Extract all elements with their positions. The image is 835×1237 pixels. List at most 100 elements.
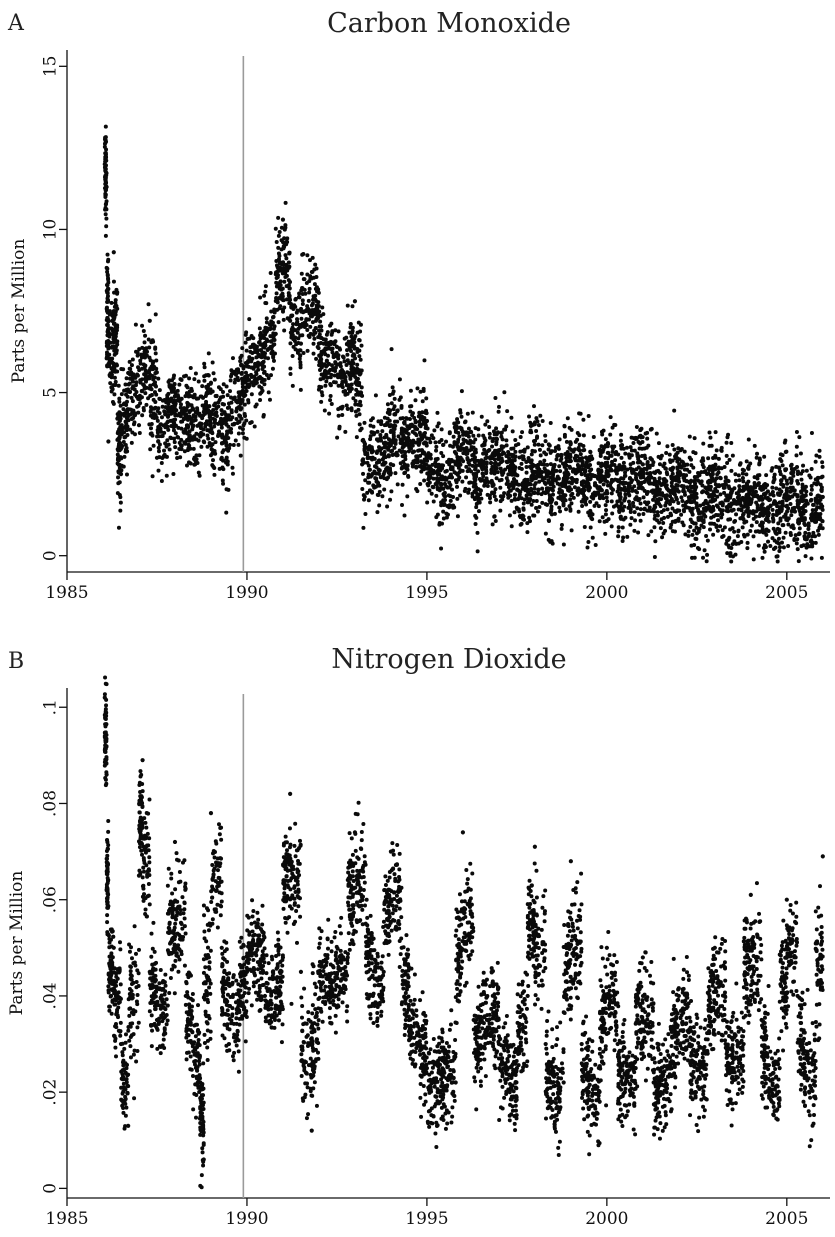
- data-point: [392, 396, 397, 401]
- data-point: [212, 448, 217, 453]
- data-point: [112, 365, 117, 370]
- data-point: [788, 485, 793, 490]
- data-point: [795, 537, 800, 542]
- data-point: [778, 452, 783, 457]
- data-point: [689, 478, 694, 483]
- data-point: [315, 289, 320, 294]
- data-point: [169, 411, 174, 416]
- data-point: [220, 458, 225, 463]
- data-point: [576, 491, 581, 496]
- data-point: [362, 497, 367, 502]
- data-point: [755, 476, 760, 481]
- data-point: [367, 444, 372, 449]
- data-point: [387, 410, 392, 415]
- data-point: [525, 445, 530, 450]
- data-point: [548, 421, 553, 426]
- data-point: [121, 440, 126, 445]
- data-point: [186, 460, 191, 465]
- data-point: [547, 443, 552, 448]
- data-point: [394, 453, 399, 458]
- data-point: [425, 426, 430, 431]
- data-point: [184, 407, 189, 412]
- data-point: [748, 528, 753, 533]
- data-point: [106, 361, 111, 366]
- data-point: [719, 445, 724, 450]
- data-point: [242, 402, 247, 407]
- data-point: [307, 308, 312, 313]
- data-point: [537, 447, 542, 452]
- data-point: [300, 302, 305, 307]
- data-point: [535, 509, 540, 514]
- data-point: [536, 442, 541, 447]
- data-point: [719, 508, 724, 513]
- data-point: [590, 535, 595, 540]
- data-point: [281, 317, 286, 322]
- data-point: [682, 467, 687, 472]
- data-point: [778, 472, 783, 477]
- data-point: [319, 399, 324, 404]
- data-point: [760, 520, 765, 525]
- data-point: [642, 453, 647, 458]
- data-point: [751, 516, 756, 521]
- data-point: [274, 271, 279, 276]
- data-point: [623, 470, 628, 475]
- data-point: [344, 403, 349, 408]
- data-point: [271, 358, 276, 363]
- data-point: [619, 455, 624, 460]
- data-point: [778, 508, 783, 513]
- data-point: [766, 539, 771, 544]
- data-point: [563, 498, 568, 503]
- data-point: [676, 500, 681, 505]
- data-point: [229, 410, 234, 415]
- data-point: [715, 528, 720, 533]
- data-point: [676, 518, 681, 523]
- data-point: [119, 445, 124, 450]
- data-point: [593, 542, 598, 547]
- data-point: [602, 519, 607, 524]
- data-point: [467, 480, 472, 485]
- data-point: [683, 532, 688, 537]
- data-point: [771, 526, 776, 531]
- data-point: [246, 398, 251, 403]
- data-point: [534, 505, 539, 510]
- data-point: [627, 476, 632, 481]
- data-point: [225, 462, 230, 467]
- data-point: [212, 403, 217, 408]
- data-point: [385, 504, 390, 509]
- data-point: [282, 241, 287, 246]
- data-point: [214, 406, 219, 411]
- data-point: [468, 441, 473, 446]
- data-point: [541, 490, 546, 495]
- data-point: [354, 392, 359, 397]
- data-point: [150, 415, 155, 420]
- data-point: [129, 395, 134, 400]
- data-point: [282, 328, 287, 333]
- data-point: [301, 277, 306, 282]
- data-point: [375, 483, 380, 488]
- data-point: [757, 456, 762, 461]
- data-point: [407, 416, 412, 421]
- data-point: [382, 445, 387, 450]
- data-point: [642, 480, 647, 485]
- data-point: [778, 518, 783, 523]
- data-point: [543, 502, 548, 507]
- data-point: [777, 530, 782, 535]
- data-point: [519, 461, 524, 466]
- data-point: [708, 499, 713, 504]
- data-point: [387, 466, 392, 471]
- data-point: [117, 399, 122, 404]
- data-point: [343, 429, 348, 434]
- data-point: [608, 432, 613, 437]
- data-point: [634, 424, 639, 429]
- data-point: [616, 452, 621, 457]
- data-point: [649, 529, 654, 534]
- data-point: [225, 393, 230, 398]
- data-point: [361, 525, 366, 530]
- data-point: [481, 433, 486, 438]
- data-point: [384, 423, 389, 428]
- data-point: [166, 391, 171, 396]
- data-point: [804, 545, 809, 550]
- data-point: [276, 233, 281, 238]
- data-point: [157, 388, 162, 393]
- data-point: [578, 452, 583, 457]
